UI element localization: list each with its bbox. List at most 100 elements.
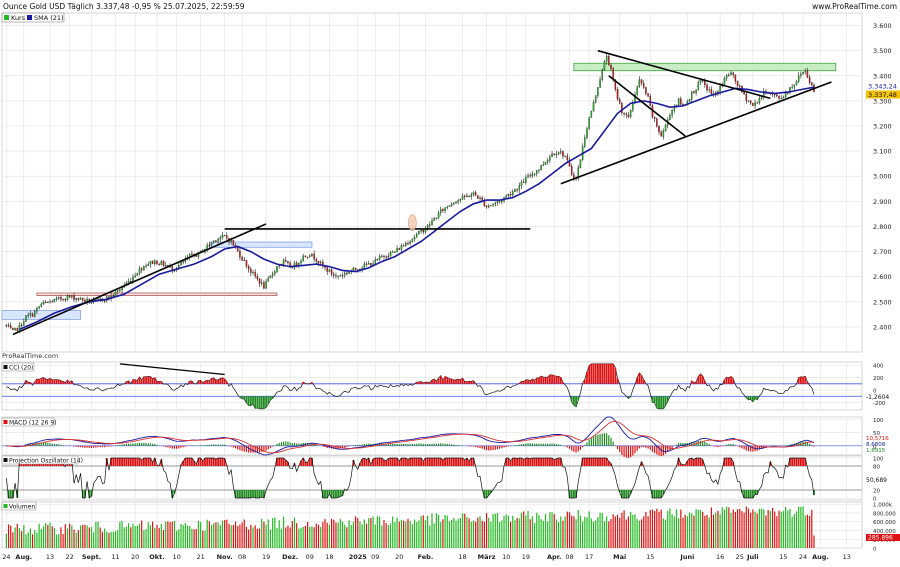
candle (55, 298, 58, 300)
y-tick-label: 3.500 (873, 47, 892, 55)
x-tick-label: 20 (395, 553, 403, 561)
candle (756, 102, 758, 104)
volume-bar (90, 526, 93, 548)
candle (217, 239, 219, 242)
volume-bar (376, 516, 379, 548)
candle (577, 167, 579, 179)
candle (75, 298, 77, 300)
volume-bar (176, 530, 178, 548)
candle (776, 94, 778, 97)
volume-bar (123, 527, 125, 548)
volume-bar (197, 520, 200, 548)
candle (226, 235, 228, 239)
candle (662, 130, 665, 137)
candle (601, 69, 604, 80)
volume-bar (795, 511, 798, 548)
volume-bar (614, 516, 616, 548)
volume-bar (350, 525, 352, 548)
candle (38, 306, 40, 309)
candle (782, 96, 785, 99)
volume-bar (156, 524, 158, 548)
volume-bar (514, 520, 516, 548)
y-tick-label: 20 (873, 489, 880, 495)
volume-bar (752, 509, 754, 548)
candle (533, 173, 536, 175)
volume-bar (333, 519, 335, 548)
y-tick-label: 600.000 (873, 520, 896, 526)
x-tick-label: 18 (458, 553, 466, 561)
volume-bar (272, 518, 274, 548)
candle (33, 310, 36, 317)
volume-bar (269, 529, 272, 548)
candle (614, 79, 617, 90)
candle (642, 83, 645, 88)
candle (145, 265, 147, 267)
candle (354, 267, 357, 270)
candle (793, 84, 796, 88)
volume-bar (119, 521, 121, 548)
volume-bar (379, 516, 381, 548)
candle (387, 256, 390, 258)
x-tick-label: 16 (716, 553, 724, 561)
volume-bar (254, 525, 256, 548)
x-tick-label: 22 (66, 553, 74, 561)
volume-bar (468, 518, 470, 548)
candle (468, 195, 470, 198)
volume-bar (64, 524, 66, 548)
y-tick-label: 80 (873, 465, 880, 471)
volume-bar (461, 513, 464, 548)
volume-bar (464, 513, 466, 548)
candle (140, 268, 143, 271)
candle (328, 269, 331, 272)
x-tick-label: Juni (679, 553, 694, 561)
candle (680, 98, 682, 105)
volume-bar (114, 531, 117, 548)
volume-bar (660, 509, 662, 548)
volume-bar (158, 528, 160, 548)
candle (730, 72, 732, 76)
volume-bar (451, 519, 453, 548)
candle (27, 314, 29, 316)
volume-bar (237, 526, 239, 548)
x-tick-label: 13 (46, 553, 54, 561)
volume-bar (481, 520, 483, 548)
cci-last-value: -1,2604 (866, 394, 889, 401)
volume-bar (18, 528, 21, 548)
volume-bar (127, 523, 130, 548)
volume-bar (477, 517, 479, 548)
volume-bar (664, 519, 667, 548)
volume-bar (588, 511, 590, 548)
volume-bar (555, 519, 558, 548)
volume-bar (103, 528, 106, 548)
candle (44, 301, 47, 304)
x-tick-label: 24 (799, 553, 807, 561)
candle (293, 262, 296, 268)
volume-bar (769, 511, 771, 548)
candle (695, 89, 697, 94)
candle (725, 74, 728, 79)
candle (594, 95, 597, 103)
volume-bar (767, 510, 769, 548)
volume-bar (728, 507, 730, 548)
volume-bar (592, 521, 595, 548)
candle (206, 245, 208, 250)
candle (143, 266, 145, 271)
candle (536, 170, 538, 174)
zone-rect (36, 292, 278, 296)
x-tick-label: 21 (196, 553, 204, 561)
volume-bar (29, 528, 31, 548)
x-tick-label: 19 (522, 553, 530, 561)
volume-bar (405, 521, 407, 548)
candle (302, 255, 304, 262)
volume-bar (392, 516, 394, 548)
x-tick-label: Nov. (217, 553, 233, 561)
candle (337, 275, 339, 277)
volume-bar (599, 512, 601, 548)
volume-bar (527, 511, 529, 548)
volume-bar (778, 510, 780, 548)
volume-bar (180, 523, 182, 548)
candle (479, 197, 481, 199)
volume-bar (263, 521, 265, 548)
candle (239, 250, 241, 258)
